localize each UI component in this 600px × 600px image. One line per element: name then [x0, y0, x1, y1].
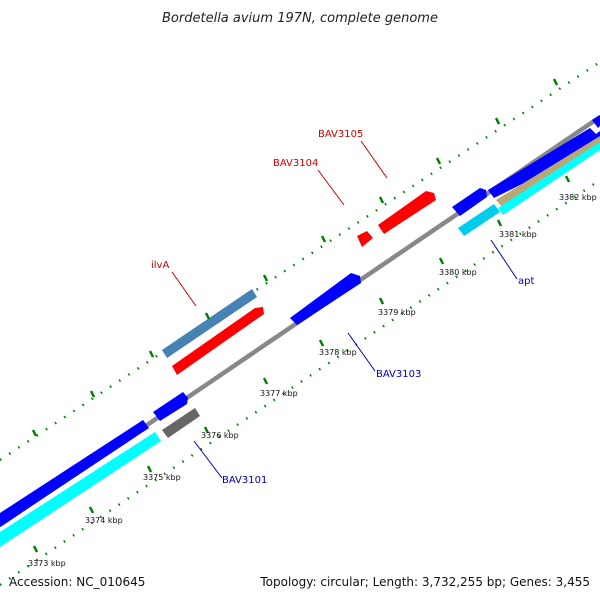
tick-label: 3380 kbp — [439, 268, 477, 277]
tan-feature — [496, 136, 600, 207]
gene-apt — [458, 204, 500, 236]
major-tick — [88, 506, 95, 514]
major-tick — [89, 390, 96, 398]
reverse-strand-features — [0, 136, 600, 547]
major-tick — [320, 235, 327, 243]
forward-strand-features — [162, 115, 600, 375]
rna-feature-upper-right — [498, 142, 600, 215]
tick-label: 3382 kbp — [559, 193, 597, 202]
tick-label: 3376 kbp — [201, 431, 239, 440]
label-ilvA: ilvA — [151, 260, 169, 271]
reverse-gene-upper-right-a — [488, 128, 600, 198]
leader-BAV3105 — [360, 140, 388, 179]
tick-label: 3377 kbp — [260, 389, 298, 398]
gene-BAV3105 — [378, 191, 436, 234]
major-tick — [31, 429, 38, 437]
major-tick — [552, 78, 559, 86]
major-tick — [435, 157, 442, 165]
label-BAV3105: BAV3105 — [318, 129, 363, 140]
major-tick — [378, 297, 385, 305]
tick-label: 3375 kbp — [143, 473, 181, 482]
gene-labels: ilvA BAV3104 BAV3105 BAV3103 BAV3101 apt — [151, 129, 534, 486]
major-tick — [564, 175, 571, 183]
major-ticks — [32, 175, 571, 553]
major-tick — [203, 426, 210, 434]
reverse-gene-near-apt — [452, 188, 487, 216]
major-tick — [318, 339, 325, 347]
gene-ilvA — [172, 307, 264, 375]
rna-feature-lower-left — [0, 432, 161, 547]
tick-labels: 3373 kbp 3374 kbp 3375 kbp 3376 kbp 3377… — [28, 193, 597, 568]
steelblue-feature — [162, 289, 257, 358]
major-tick — [204, 312, 211, 320]
tick-label: 3378 kbp — [319, 348, 357, 357]
label-BAV3101: BAV3101 — [222, 475, 267, 486]
tick-label: 3374 kbp — [85, 516, 123, 525]
label-BAV3103: BAV3103 — [376, 369, 421, 380]
major-tick — [262, 377, 269, 385]
major-tick — [262, 274, 269, 282]
map-title: Bordetella avium 197N, complete genome — [162, 11, 438, 26]
leader-BAV3101 — [193, 440, 223, 479]
upper-major-ticks — [31, 78, 559, 437]
major-tick — [438, 257, 445, 265]
leader-BAV3103 — [347, 332, 376, 372]
major-tick — [494, 117, 501, 125]
label-apt: apt — [518, 276, 534, 287]
tick-label: 3381 kbp — [499, 230, 537, 239]
accession-text: Accession: NC_010645 — [9, 575, 145, 589]
gray-feature — [162, 408, 200, 438]
major-tick — [32, 545, 39, 553]
label-BAV3104: BAV3104 — [273, 158, 318, 169]
label-leaders — [171, 140, 518, 479]
major-tick — [496, 219, 503, 227]
major-tick — [378, 196, 385, 204]
tick-label: 3379 kbp — [378, 308, 416, 317]
reverse-gene-lower-left — [0, 420, 149, 527]
gene-BAV3101 — [153, 392, 188, 421]
major-tick — [148, 350, 155, 358]
reverse-gene-upper-right-b — [592, 115, 600, 128]
major-tick — [146, 465, 153, 473]
gene-BAV3104 — [357, 231, 373, 247]
leader-apt — [490, 239, 518, 280]
upper-minor-ticks — [0, 60, 600, 462]
leader-BAV3104 — [317, 169, 345, 206]
tick-label: 3373 kbp — [28, 559, 66, 568]
genome-summary-text: Topology: circular; Length: 3,732,255 bp… — [259, 575, 590, 589]
leader-ilvA — [171, 271, 197, 307]
upper-tick-track — [0, 60, 600, 462]
gene-BAV3103 — [290, 273, 361, 325]
